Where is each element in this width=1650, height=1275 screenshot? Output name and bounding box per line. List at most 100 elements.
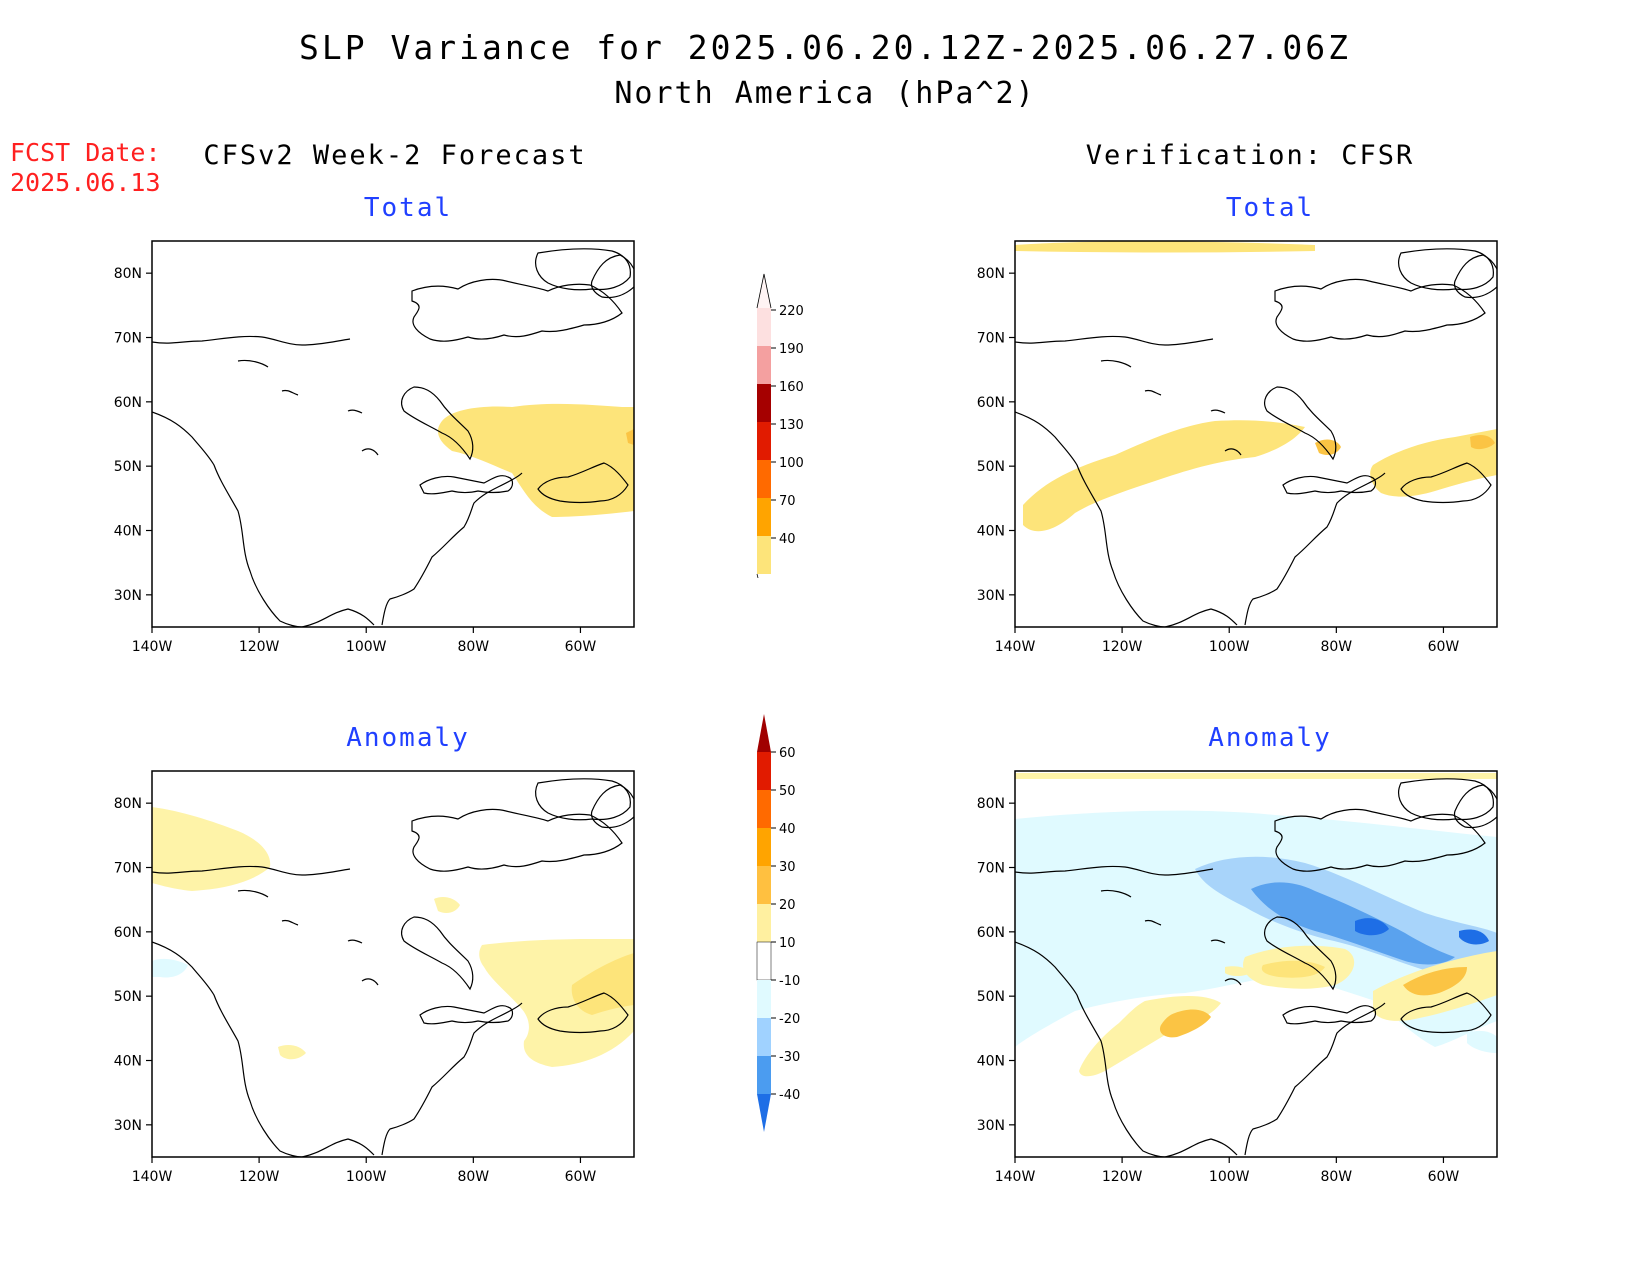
colorbar-label: 30 xyxy=(779,860,796,875)
colorbar-label: 70 xyxy=(779,494,796,509)
colorbar-label: 160 xyxy=(779,380,804,395)
latitude-tick-label: 40N xyxy=(977,1054,1005,1070)
latitude-tick-label: 50N xyxy=(114,459,142,475)
latitude-tick-label: 40N xyxy=(114,1054,142,1070)
shaded-region-2 xyxy=(626,429,634,445)
shaded-region-4 xyxy=(434,897,460,913)
shaded-region-4 xyxy=(1315,439,1341,455)
latitude-tick-label: 80N xyxy=(977,796,1005,812)
longitude-tick-label: 100W xyxy=(346,639,387,655)
latitude-tick-label: 50N xyxy=(977,459,1005,475)
map-frame xyxy=(1014,770,1498,1158)
colorbar-segment xyxy=(757,904,771,942)
latitude-tick-label: 50N xyxy=(114,989,142,1005)
latitude-tick-label: 40N xyxy=(977,524,1005,540)
latitude-tick-label: 30N xyxy=(977,1118,1005,1134)
latitude-tick-label: 70N xyxy=(114,331,142,347)
colorbar-label: 220 xyxy=(779,304,804,319)
forecast-column-title: CFSv2 Week-2 Forecast xyxy=(203,140,587,171)
latitude-tick-label: 80N xyxy=(977,266,1005,282)
map-panel-forecast-anomaly: 140W 120W 100W 80W 60W 80N 70N 60N 50N 40N 30N xyxy=(114,770,635,1185)
colorbar-segment xyxy=(757,460,771,498)
latitude-tick-label: 30N xyxy=(977,588,1005,604)
longitude-tick-label: 100W xyxy=(1209,639,1250,655)
colorbar-segment xyxy=(757,790,771,828)
longitude-tick-label: 80W xyxy=(1320,639,1352,655)
colorbar-segment xyxy=(757,980,771,1018)
shaded-region-1 xyxy=(152,807,271,891)
map-frame xyxy=(1014,240,1498,628)
latitude-tick-label: 70N xyxy=(977,861,1005,877)
colorbar-label: 60 xyxy=(779,746,796,761)
shaded-region-6 xyxy=(152,958,188,978)
colorbar-label: 50 xyxy=(779,784,796,799)
latitude-tick-label: 60N xyxy=(977,395,1005,411)
map-panel-verification-total: 140W 120W 100W 80W 60W 80N 70N 60N 50N 40N 30N xyxy=(977,240,1498,655)
colorbar-label: 100 xyxy=(779,456,804,471)
shaded-region-1 xyxy=(1015,241,1315,253)
latitude-tick-label: 80N xyxy=(114,796,142,812)
shaded-region-11 xyxy=(1079,996,1221,1077)
longitude-tick-label: 80W xyxy=(457,639,489,655)
shaded-region-5 xyxy=(1470,435,1495,450)
colorbar-label: 10 xyxy=(779,936,796,951)
shaded-region-1 xyxy=(1015,773,1497,779)
longitude-tick-label: 140W xyxy=(995,1169,1036,1185)
shaded-region-14 xyxy=(1403,967,1467,996)
longitude-tick-label: 120W xyxy=(239,639,280,655)
shaded-region-6 xyxy=(1459,929,1489,945)
longitude-tick-label: 120W xyxy=(1102,639,1143,655)
colorbar-segment xyxy=(757,866,771,904)
longitude-tick-label: 100W xyxy=(346,1169,387,1185)
longitude-tick-label: 120W xyxy=(1102,1169,1143,1185)
panel-title-verification-total: Total xyxy=(1225,193,1315,223)
longitude-tick-label: 120W xyxy=(239,1169,280,1185)
latitude-tick-label: 60N xyxy=(114,925,142,941)
colorbar-segment xyxy=(756,941,772,981)
colorbar-label: 130 xyxy=(779,418,804,433)
longitude-tick-label: 60W xyxy=(565,639,597,655)
shaded-region-15 xyxy=(1225,966,1251,976)
shaded-region-12 xyxy=(1159,1009,1211,1038)
longitude-tick-label: 60W xyxy=(1428,1169,1460,1185)
colorbar-segment xyxy=(757,1056,771,1094)
longitude-tick-label: 80W xyxy=(457,1169,489,1185)
total-colorbar: 220 190 160 130 100 70 40 xyxy=(756,273,804,578)
shaded-region-2 xyxy=(1023,420,1305,532)
latitude-tick-label: 50N xyxy=(977,989,1005,1005)
fcst-date: 2025.06.13 xyxy=(10,168,161,197)
colorbar-segment xyxy=(757,422,771,460)
longitude-tick-label: 60W xyxy=(565,1169,597,1185)
colorbar-segment xyxy=(757,536,771,574)
colorbar-label: 40 xyxy=(779,532,796,547)
subtitle: North America (hPa^2) xyxy=(614,76,1036,111)
latitude-tick-label: 80N xyxy=(114,266,142,282)
map-panel-verification-anomaly: 140W 120W 100W 80W 60W 80N 70N 60N 50N 40N 30N xyxy=(977,770,1498,1185)
latitude-tick-label: 60N xyxy=(114,395,142,411)
colorbar-segment xyxy=(757,308,771,346)
anomaly-colorbar: 60 50 40 30 20 10 -10 -20 -30 -40 xyxy=(756,714,800,1132)
colorbar-segment xyxy=(757,346,771,384)
main-title: SLP Variance for 2025.06.20.12Z-2025.06.… xyxy=(299,28,1351,67)
colorbar-segment xyxy=(757,828,771,866)
longitude-tick-label: 140W xyxy=(132,639,173,655)
latitude-tick-label: 30N xyxy=(114,588,142,604)
colorbar-segment xyxy=(757,752,771,790)
colorbar-label: -10 xyxy=(779,974,800,989)
shaded-region-7 xyxy=(1015,850,1067,876)
latitude-tick-label: 40N xyxy=(114,524,142,540)
panel-title-forecast-anomaly: Anomaly xyxy=(346,723,470,753)
colorbar-label: 20 xyxy=(779,898,796,913)
panel-title-verification-anomaly: Anomaly xyxy=(1208,723,1332,753)
colorbar-segment xyxy=(757,498,771,536)
colorbar-segment xyxy=(757,384,771,422)
fcst-label: FCST Date: xyxy=(10,138,161,167)
colorbar-label: -30 xyxy=(779,1050,800,1065)
map-frame xyxy=(151,770,635,1158)
panel-title-forecast-total: Total xyxy=(363,193,453,223)
colorbar-label: 40 xyxy=(779,822,796,837)
longitude-tick-label: 80W xyxy=(1320,1169,1352,1185)
shaded-region-5 xyxy=(278,1045,306,1060)
shaded-region-8 xyxy=(1467,1030,1497,1053)
latitude-tick-label: 30N xyxy=(114,1118,142,1134)
